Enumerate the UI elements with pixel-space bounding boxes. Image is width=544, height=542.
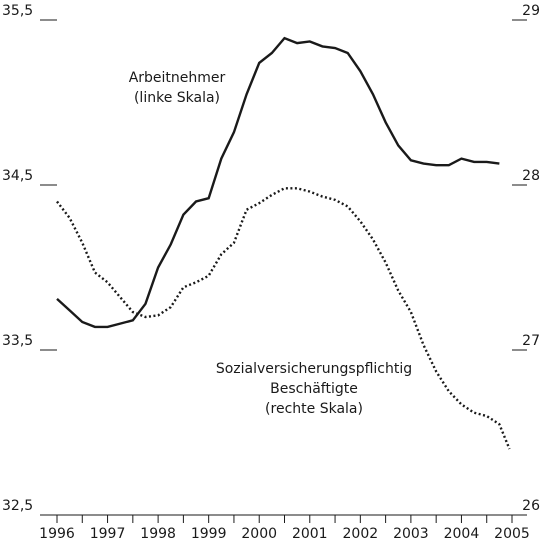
y2-tick-label: 27 <box>522 333 540 349</box>
x-tick-label: 2003 <box>393 526 429 542</box>
series-line <box>56 187 511 450</box>
x-tick-label: 2000 <box>241 526 277 542</box>
series-line <box>56 36 500 329</box>
x-tick-label: 2005 <box>494 526 530 542</box>
y-tick-label: 34,5 <box>2 168 33 184</box>
annotation: Beschäftigte <box>270 381 358 397</box>
x-tick-label: 1997 <box>90 526 126 542</box>
y2-tick-label: 26 <box>522 498 540 514</box>
x-tick-label: 2001 <box>292 526 328 542</box>
x-tick-label: 1998 <box>140 526 176 542</box>
y-tick-label: 32,5 <box>2 498 33 514</box>
y-tick-label: 35,5 <box>2 3 33 19</box>
annotation: (rechte Skala) <box>265 401 363 417</box>
x-tick-label: 2002 <box>343 526 379 542</box>
y2-tick-label: 28 <box>522 168 540 184</box>
annotation: Arbeitnehmer <box>129 70 226 86</box>
annotation: Sozialversicherungspflichtig <box>216 361 412 377</box>
y-tick-label: 33,5 <box>2 333 33 349</box>
x-tick-label: 1999 <box>191 526 227 542</box>
annotation: (linke Skala) <box>134 90 220 106</box>
y2-tick-label: 29 <box>522 3 540 19</box>
x-tick-label: 2004 <box>444 526 480 542</box>
x-tick-label: 1996 <box>39 526 75 542</box>
